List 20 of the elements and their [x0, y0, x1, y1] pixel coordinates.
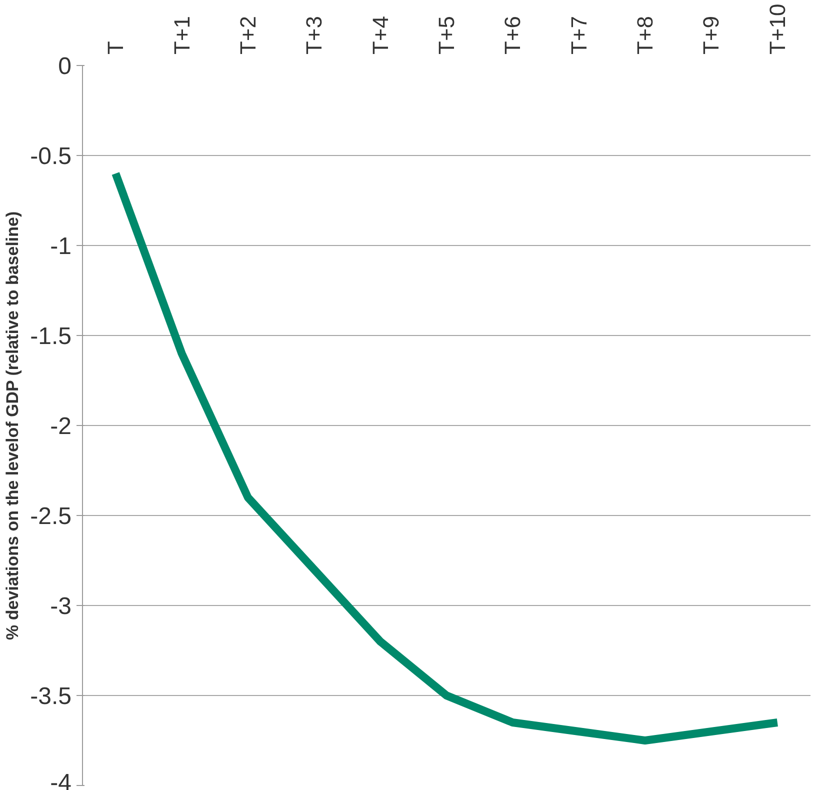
x-tick-label: T+9	[698, 16, 724, 54]
y-tick-label: -3.5	[30, 683, 72, 710]
y-tick-label: -1	[50, 233, 72, 260]
x-tick-label: T+1	[169, 16, 194, 54]
x-tick-label: T+10	[764, 4, 790, 54]
x-tick-label: T+7	[566, 16, 592, 54]
y-tick-label: 0	[58, 53, 72, 80]
x-tick-label: T+6	[500, 16, 526, 54]
y-axis-title: % deviations on the levelof GDP (relative to baseline)	[3, 211, 22, 640]
y-tick-label: -2.5	[30, 503, 72, 530]
y-tick-label: -3	[50, 593, 72, 620]
x-tick-label: T+8	[632, 16, 658, 54]
y-tick-label: -1.5	[30, 323, 72, 350]
x-tick-label: T+3	[302, 16, 327, 54]
y-tick-label: -0.5	[30, 143, 72, 170]
x-tick-label: T+2	[235, 16, 260, 54]
x-tick-label: T+4	[368, 16, 393, 54]
x-tick-label: T	[103, 41, 128, 54]
y-tick-label: -2	[50, 413, 72, 440]
x-tick-label: T+5	[434, 16, 459, 54]
